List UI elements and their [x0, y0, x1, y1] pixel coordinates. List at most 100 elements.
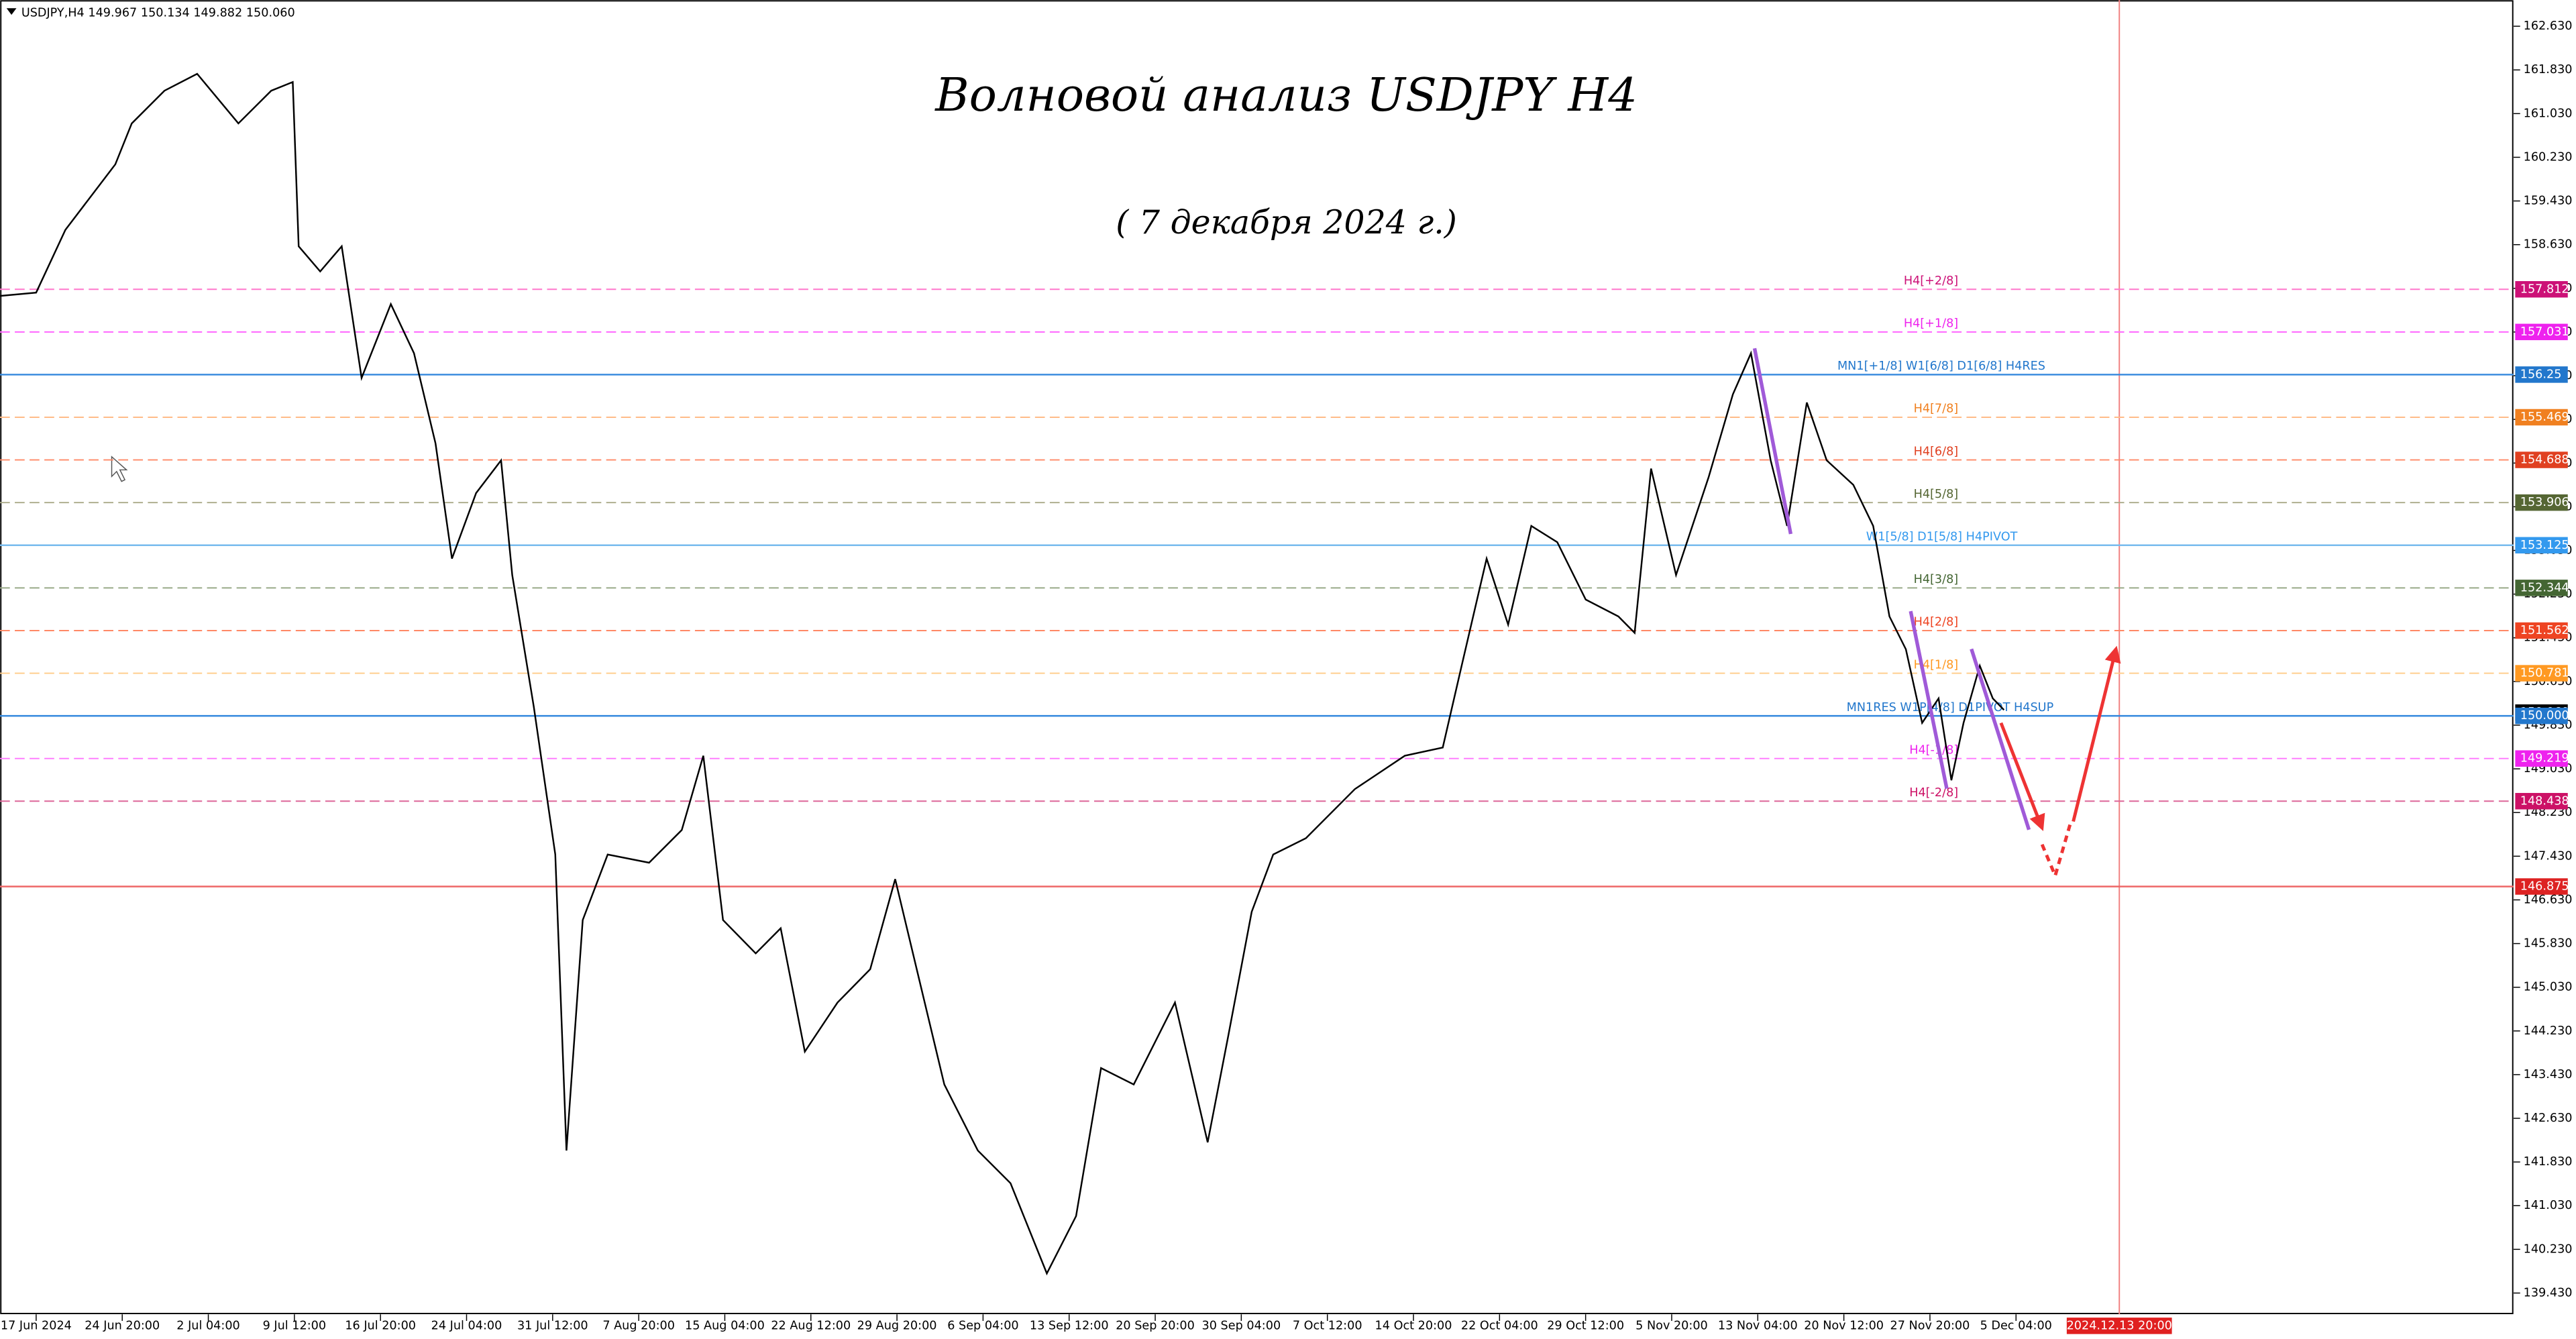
level-price-box [2515, 451, 2568, 468]
y-tick-label: 162.630 [2524, 19, 2573, 33]
level-label: H4[+1/8] [1904, 317, 1958, 331]
level-label: MN1RES W1P[4/8] D1PIVOT H4SUP [1847, 701, 2054, 714]
level-price-label: 148.438 [2520, 794, 2569, 808]
level-price-label: 146.875 [2520, 879, 2569, 893]
y-tick-label: 161.830 [2524, 63, 2573, 76]
y-tick-label: 147.430 [2524, 849, 2573, 863]
x-tick-label: 16 Jul 20:00 [345, 1319, 416, 1332]
forecast-dashed [2040, 824, 2072, 881]
y-tick-label: 160.230 [2524, 150, 2573, 164]
level-price-box [2515, 537, 2568, 554]
x-tick-label: 13 Sep 12:00 [1030, 1319, 1109, 1332]
y-tick-label: 161.030 [2524, 107, 2573, 120]
level-price-label: 157.812 [2520, 282, 2569, 296]
x-tick-label: 29 Oct 12:00 [1547, 1319, 1624, 1332]
x-tick-label: 29 Aug 20:00 [857, 1319, 937, 1332]
level-price-box [2515, 323, 2568, 341]
level-price-label: 153.125 [2520, 539, 2569, 552]
x-tick-label: 30 Sep 04:00 [1202, 1319, 1281, 1332]
y-tick-label: 145.030 [2524, 981, 2573, 994]
level-price-label: 155.469 [2520, 411, 2569, 424]
x-tick-label: 13 Nov 04:00 [1718, 1319, 1798, 1332]
level-label: W1[5/8] D1[5/8] H4PIVOT [1866, 531, 2018, 544]
level-label: H4[-1/8] [1909, 743, 1958, 757]
y-tick-label: 146.630 [2524, 893, 2573, 906]
level-label: H4[+2/8] [1904, 274, 1958, 288]
price-line [0, 72, 2005, 1276]
level-price-box [2515, 580, 2568, 596]
level-price-label: 152.344 [2520, 581, 2569, 594]
y-tick-label: 141.030 [2524, 1199, 2573, 1212]
level-label: H4[3/8] [1914, 573, 1959, 586]
header: USDJPY,H4 149.967 150.134 149.882 150.06… [21, 7, 295, 20]
mouse-cursor [111, 456, 128, 482]
y-tick-label: 145.830 [2524, 937, 2573, 951]
menu-triangle[interactable] [6, 8, 17, 15]
y-tick-label: 158.630 [2524, 238, 2573, 252]
forecast-arrow [2072, 645, 2121, 822]
level-price-label: 149.219 [2520, 752, 2569, 765]
level-price-label: 157.031 [2520, 325, 2569, 339]
x-tick-label: 24 Jul 04:00 [431, 1319, 502, 1332]
level-price-box [2515, 793, 2568, 810]
level-price-box [2515, 622, 2568, 639]
level-label: H4[-2/8] [1909, 786, 1958, 800]
x-tick-label: 15 Aug 04:00 [685, 1319, 765, 1332]
x-tick-label: 5 Dec 04:00 [1980, 1319, 2052, 1332]
level-price-box [2515, 366, 2568, 383]
level-price-label: 151.562 [2520, 624, 2569, 637]
level-price-label: 156.25 [2520, 368, 2562, 381]
level-price-box [2515, 750, 2568, 767]
x-tick-label: 5 Nov 20:00 [1635, 1319, 1708, 1332]
chart-title: Волновой анализ USDJPY H4 [934, 68, 1638, 122]
x-tick-label: 27 Nov 20:00 [1890, 1319, 1970, 1332]
level-price-box [2515, 878, 2568, 895]
cursor-box [2066, 1318, 2172, 1334]
x-tick-label: 6 Sep 04:00 [947, 1319, 1018, 1332]
y-tick-label: 139.430 [2524, 1286, 2573, 1299]
x-tick-label: 14 Oct 20:00 [1375, 1319, 1452, 1332]
x-tick-label: 31 Jul 12:00 [517, 1319, 588, 1332]
level-label: H4[1/8] [1914, 658, 1959, 672]
forecast-arrow [1999, 722, 2045, 831]
chart-subtitle: ( 7 декабря 2024 г.) [1116, 203, 1457, 242]
level-price-box [2515, 665, 2568, 682]
level-price-label: 150.781 [2520, 667, 2569, 680]
level-price-label: 150.000 [2520, 709, 2569, 722]
wave-line [1970, 648, 2031, 831]
level-label: MN1[+1/8] W1[6/8] D1[6/8] H4RES [1837, 360, 2045, 373]
y-tick-label: 142.630 [2524, 1112, 2573, 1125]
x-tick-label: 7 Oct 12:00 [1293, 1319, 1362, 1332]
level-label: H4[2/8] [1914, 616, 1959, 629]
level-price-label: 154.688 [2520, 453, 2569, 467]
x-tick-label: 22 Oct 04:00 [1461, 1319, 1538, 1332]
level-label: H4[5/8] [1914, 488, 1959, 501]
plot-frame [0, 0, 2514, 1314]
y-tick-label: 143.430 [2524, 1068, 2573, 1081]
wave-line [1909, 610, 1949, 790]
level-price-box [2515, 707, 2568, 725]
y-tick-label: 159.430 [2524, 195, 2573, 208]
cursor-label: 2024.12.13 20:00 [2067, 1319, 2172, 1332]
level-price-label: 153.906 [2520, 496, 2569, 509]
y-tick-label: 144.230 [2524, 1024, 2573, 1038]
level-label: H4[6/8] [1914, 445, 1959, 458]
x-tick-label: 17 Jun 2024 [1, 1319, 72, 1332]
y-tick-label: 141.830 [2524, 1155, 2573, 1169]
wave-line [1752, 347, 1793, 535]
x-tick-label: 2 Jul 04:00 [176, 1319, 239, 1332]
level-label: H4[7/8] [1914, 403, 1959, 416]
x-tick-label: 24 Jun 20:00 [85, 1319, 160, 1332]
y-tick-label: 140.230 [2524, 1242, 2573, 1256]
level-price-box [2515, 409, 2568, 426]
x-tick-label: 9 Jul 12:00 [263, 1319, 326, 1332]
level-price-box [2515, 281, 2568, 298]
x-tick-label: 22 Aug 12:00 [771, 1319, 851, 1332]
x-tick-label: 20 Nov 12:00 [1804, 1319, 1884, 1332]
level-price-box [2515, 494, 2568, 511]
x-tick-label: 7 Aug 20:00 [602, 1319, 675, 1332]
x-tick-label: 20 Sep 20:00 [1116, 1319, 1195, 1332]
